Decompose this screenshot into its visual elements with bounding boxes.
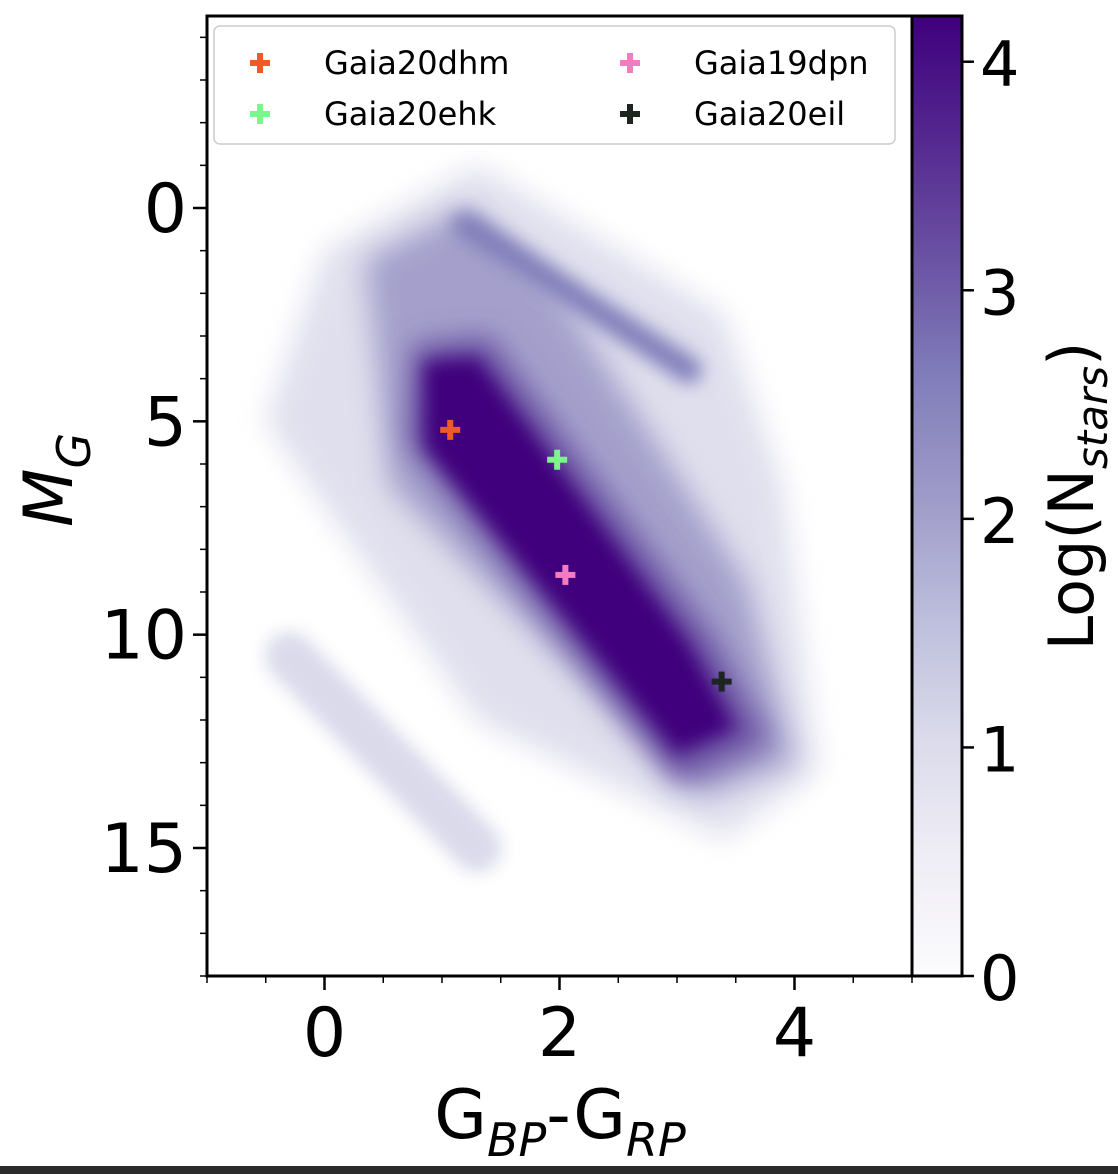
density-main-sequence-core bbox=[424, 357, 736, 755]
marker-v bbox=[627, 53, 633, 73]
legend-item-gaia20ehk: Gaia20ehk bbox=[250, 95, 497, 133]
marker-v bbox=[447, 419, 454, 440]
colorbar-gradient bbox=[912, 16, 962, 976]
colorbar-tick-label: 2 bbox=[980, 485, 1019, 558]
x-axis-label-main: G bbox=[434, 1076, 487, 1155]
colorbar-tick-label: 0 bbox=[980, 942, 1019, 1015]
density-white-dwarf-sequence bbox=[279, 646, 488, 858]
marker-v bbox=[554, 449, 561, 470]
legend-box bbox=[213, 25, 896, 145]
y-tick-label: 0 bbox=[144, 170, 187, 249]
marker-v bbox=[257, 53, 263, 73]
legend-label: Gaia20eil bbox=[694, 95, 845, 133]
legend-label: Gaia20ehk bbox=[324, 95, 497, 133]
legend-label: Gaia19dpn bbox=[694, 44, 869, 82]
marker-v bbox=[562, 564, 569, 585]
y-axis-label-sub: G bbox=[47, 433, 101, 469]
colorbar-label-end: ) bbox=[1035, 342, 1108, 366]
point-gaia19dpn bbox=[555, 564, 576, 585]
marker-v bbox=[718, 671, 725, 692]
legend: Gaia20dhm Gaia20ehk Gaia19dpn Gaia20eil bbox=[213, 25, 896, 145]
legend-item-gaia20dhm: Gaia20dhm bbox=[250, 44, 509, 82]
x-axis-label: GBP-GRP bbox=[434, 1076, 686, 1166]
y-axis: 0 5 10 15 bbox=[100, 36, 207, 977]
colorbar-tick-label: 4 bbox=[980, 28, 1019, 101]
colorbar-tick-label: 1 bbox=[980, 713, 1019, 786]
legend-marker bbox=[620, 104, 640, 124]
x-axis-label-mid: -G bbox=[546, 1076, 626, 1155]
colorbar-frame bbox=[910, 14, 964, 978]
legend-marker bbox=[250, 53, 270, 73]
colorbar-label-sub: stars bbox=[1068, 366, 1117, 469]
legend-item-gaia20eil: Gaia20eil bbox=[620, 95, 845, 133]
y-tick-label: 15 bbox=[100, 810, 187, 889]
point-gaia20ehk bbox=[547, 449, 568, 470]
legend-marker bbox=[250, 104, 270, 124]
colorbar: 0 1 2 3 4 Log(Nstars) bbox=[910, 14, 1117, 1015]
y-axis-label-main: M bbox=[10, 468, 89, 527]
x-tick-label: 0 bbox=[303, 994, 346, 1073]
point-gaia20dhm bbox=[440, 419, 461, 440]
x-axis: 0 2 4 bbox=[206, 976, 913, 1073]
y-tick-label: 10 bbox=[100, 597, 187, 676]
legend-label: Gaia20dhm bbox=[324, 44, 509, 82]
x-axis-label-sub1: BP bbox=[487, 1113, 547, 1166]
density-red-giant-branch bbox=[452, 212, 702, 384]
bottom-edge-bar bbox=[0, 1166, 1118, 1174]
colorbar-tick-label: 3 bbox=[980, 256, 1019, 329]
legend-item-gaia19dpn: Gaia19dpn bbox=[620, 44, 869, 82]
marker-v bbox=[257, 104, 263, 124]
highlighted-points bbox=[440, 419, 732, 692]
x-axis-label-sub2: RP bbox=[626, 1113, 686, 1166]
colorbar-label: Log(Nstars) bbox=[1035, 342, 1117, 651]
point-gaia20eil bbox=[711, 671, 732, 692]
marker-v bbox=[627, 104, 633, 124]
legend-marker bbox=[620, 53, 640, 73]
density-map bbox=[265, 165, 818, 872]
x-tick-label: 4 bbox=[773, 994, 816, 1073]
y-axis-label: MG bbox=[10, 433, 101, 527]
colorbar-label-main: Log(N bbox=[1035, 469, 1108, 650]
x-tick-label: 2 bbox=[538, 994, 581, 1073]
y-tick-label: 5 bbox=[144, 383, 187, 462]
